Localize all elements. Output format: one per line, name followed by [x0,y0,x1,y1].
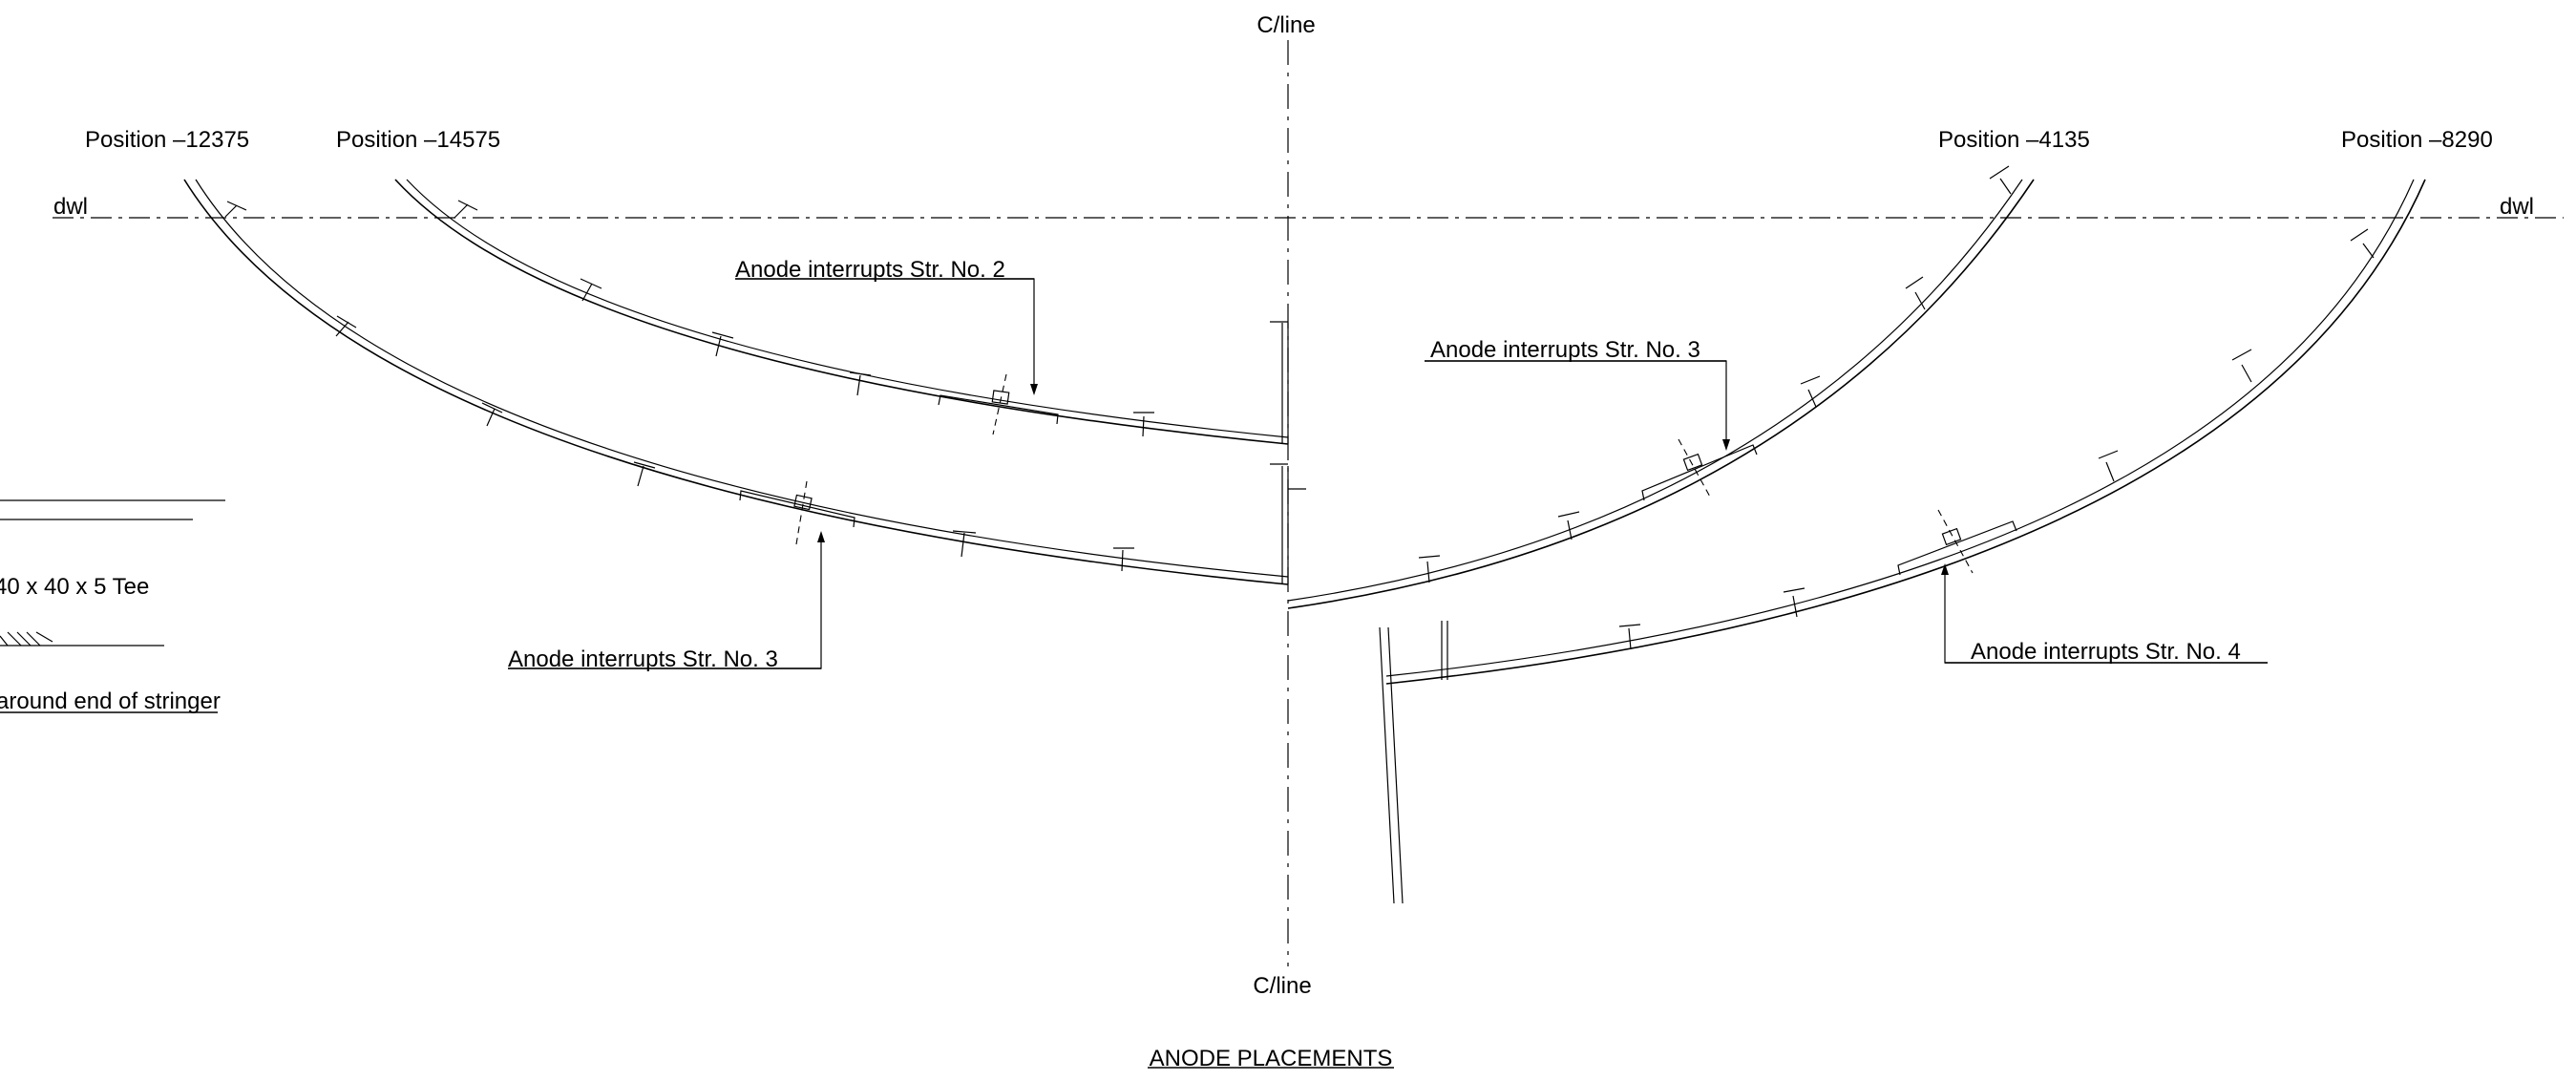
callout-str4: Anode interrupts Str. No. 4 [1971,639,2241,665]
waterline-left-label: dwl [53,194,88,220]
position-label-4135: Position –4135 [1938,127,2090,153]
keel-plate-14575 [1281,323,1289,444]
hull-section-position-14575 [394,179,1289,445]
anode-cutout-str4 [1897,520,2017,576]
callout-str3-right: Anode interrupts Str. No. 3 [1430,337,1700,363]
hull-section-position-4135-inner [1287,179,2023,602]
drawing-title: ANODE PLACEMENTS [1150,1046,1393,1071]
anode [793,390,1962,546]
hull-section-position-14575-inner [406,179,1289,438]
centerline-bottom-label: C/line [1253,973,1311,999]
anode-cutout-str3-left [739,490,855,528]
hull-section-position-8290-inner [1385,179,2415,677]
anode-cutout-str2 [938,394,1059,425]
callout-str3-left: Anode interrupts Str. No. 3 [508,646,778,672]
position-label-12375: Position –12375 [85,127,249,153]
hull-section-position-4135 [1287,179,2035,609]
arrowhead [817,384,1949,575]
position-label-8290: Position –8290 [2341,127,2493,153]
callout-str2: Anode interrupts Str. No. 2 [735,257,1005,283]
tee-stringer [224,165,2375,650]
waterline-right-label: dwl [2500,194,2534,220]
keel-flange-12375 [1270,463,1306,490]
hull-section-position-12375-inner [195,179,1289,578]
anode-axis [795,373,1974,574]
legend-stringer-end-label: around end of stringer [0,689,221,714]
legend-hatch [0,631,53,646]
anode-cutout-str3-right [1641,444,1758,501]
hull-section-position-12375 [183,179,1289,585]
centerline-top-label: C/line [1256,12,1315,38]
keel-plate-12375 [1281,466,1289,584]
hull-section-position-8290 [1385,179,2426,685]
legend-tee-label: 40 x 40 x 5 Tee [0,574,149,600]
bulwark-8290 [1379,626,1404,904]
callout-leader [508,278,2268,669]
frame-post-8290 [1441,621,1448,680]
position-label-14575: Position –14575 [336,127,500,153]
